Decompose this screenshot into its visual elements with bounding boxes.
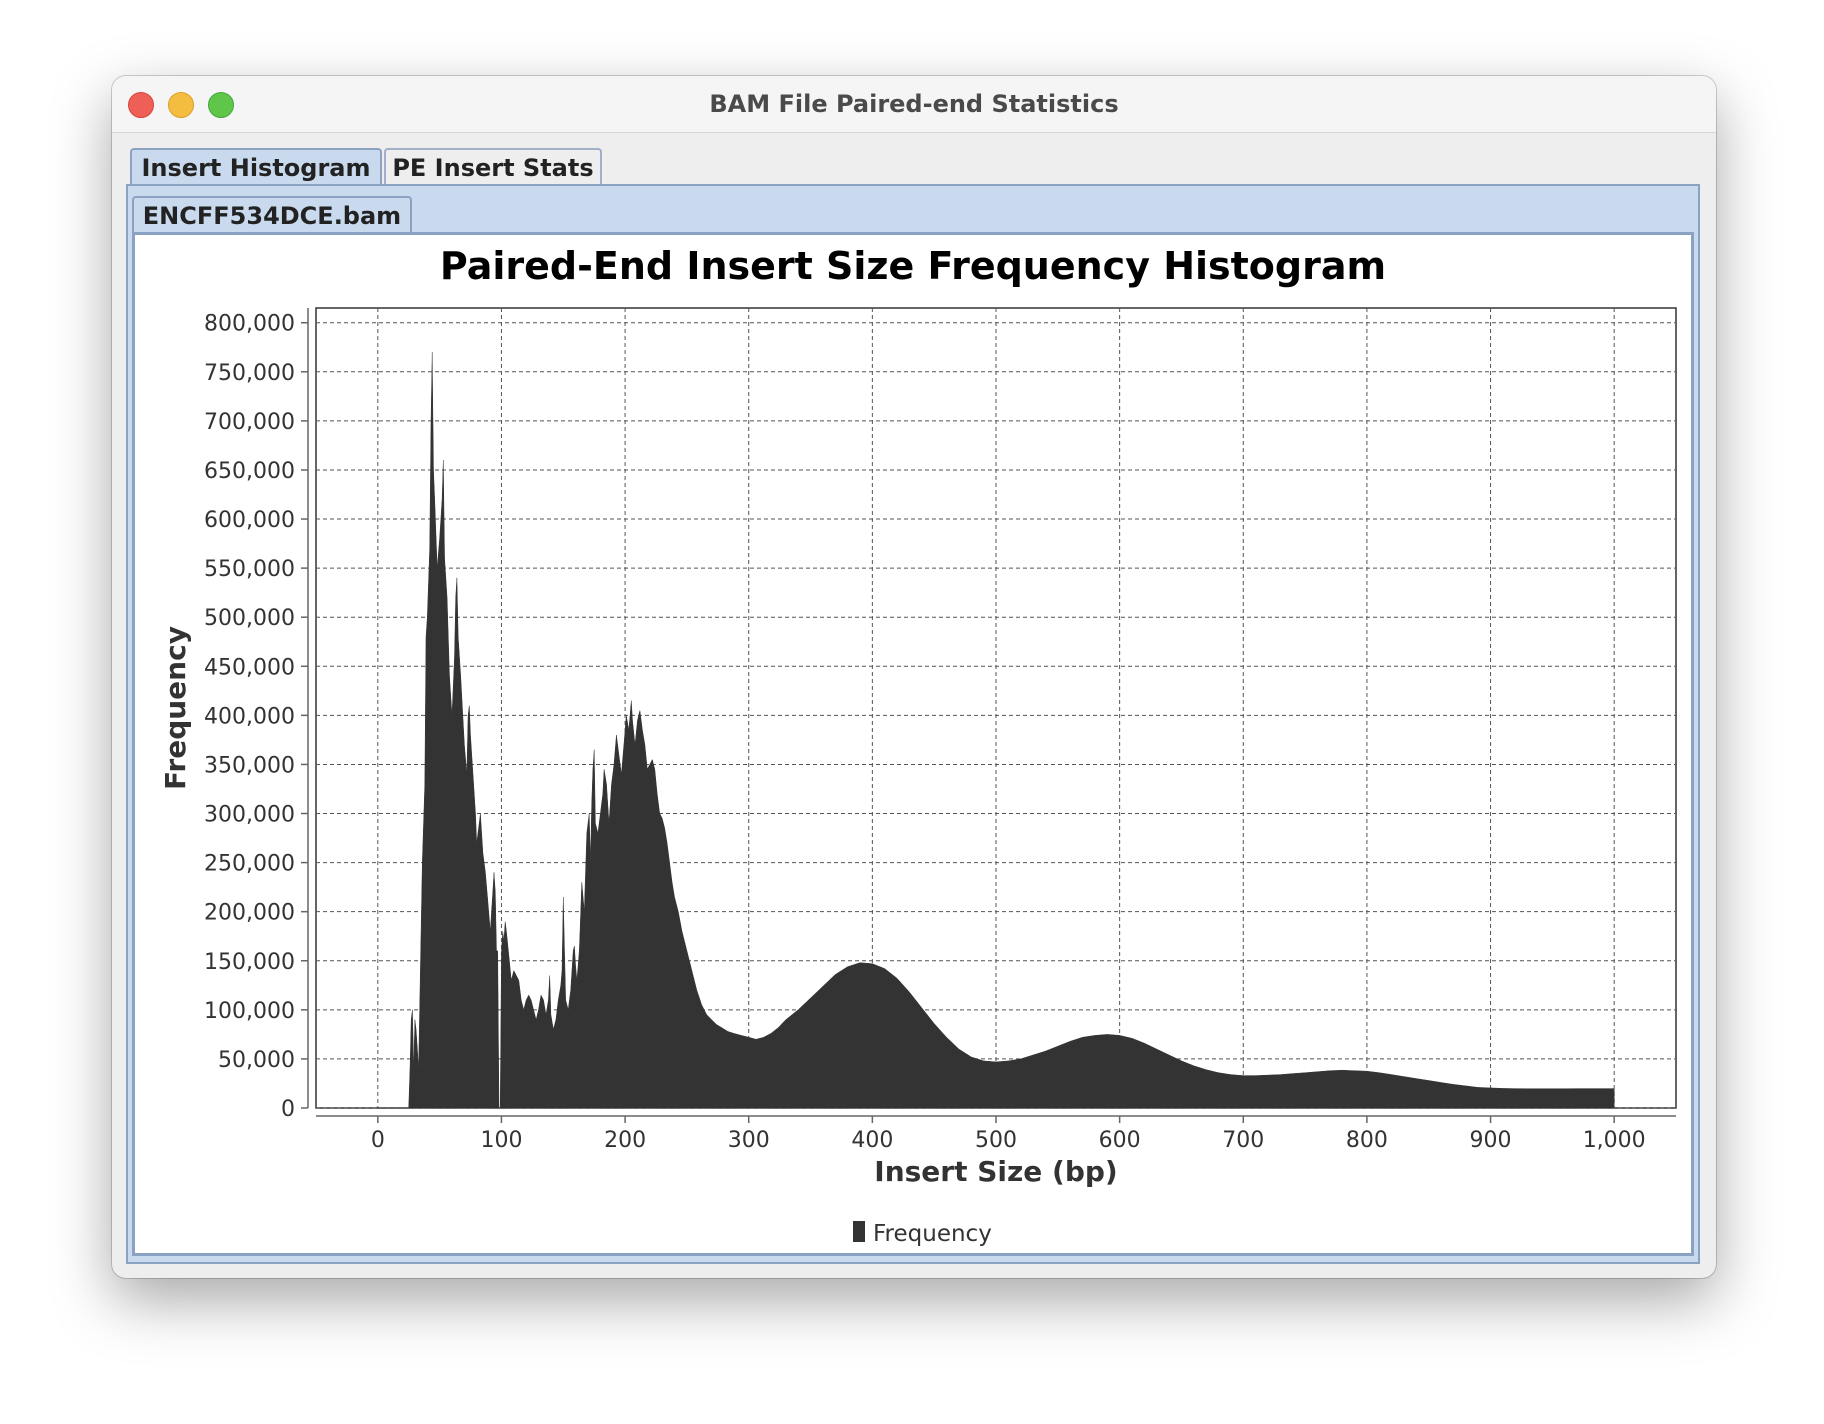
x-tick-label: 600	[1099, 1128, 1141, 1153]
y-tick-label: 500,000	[204, 606, 295, 631]
close-window-button[interactable]	[128, 92, 154, 118]
y-tick-label: 450,000	[204, 655, 295, 680]
y-axis-label: Frequency	[159, 626, 192, 790]
x-axis: 0 100 200 300 400 500 600 700 800 900 1,000	[316, 1115, 1676, 1153]
y-tick-label: 200,000	[204, 901, 295, 926]
x-tick-label: 400	[851, 1128, 893, 1153]
x-tick-label: 700	[1222, 1128, 1264, 1153]
tab-insert-histogram[interactable]: Insert Histogram	[130, 148, 382, 184]
legend: Frequency	[853, 1221, 992, 1247]
y-tick-label: 800,000	[204, 312, 295, 337]
y-tick-label: 150,000	[204, 950, 295, 975]
y-axis: 0 50,000 100,000 150,000 200,000 250,000 300,0…	[204, 308, 309, 1122]
x-tick-label: 0	[371, 1128, 385, 1153]
y-tick-label: 700,000	[204, 410, 295, 435]
legend-label: Frequency	[873, 1221, 992, 1247]
y-tick-label: 750,000	[204, 361, 295, 386]
tab-file-encff534dce[interactable]: ENCFF534DCE.bam	[132, 196, 412, 232]
chart-title: Paired-End Insert Size Frequency Histogr…	[440, 244, 1386, 288]
x-tick-label: 1,000	[1583, 1128, 1646, 1153]
x-tick-label: 900	[1470, 1128, 1512, 1153]
x-tick-label: 200	[604, 1128, 646, 1153]
y-tick-label: 50,000	[218, 1048, 295, 1073]
y-tick-label: 600,000	[204, 508, 295, 533]
y-tick-label: 400,000	[204, 704, 295, 729]
tab-pe-insert-stats[interactable]: PE Insert Stats	[384, 148, 602, 184]
maximize-window-button[interactable]	[208, 92, 234, 118]
x-tick-label: 800	[1346, 1128, 1388, 1153]
x-tick-label: 100	[480, 1128, 522, 1153]
legend-swatch	[853, 1221, 865, 1242]
app-window: BAM File Paired-end Statistics Insert Hi…	[112, 76, 1716, 1278]
y-tick-label: 650,000	[204, 459, 295, 484]
y-tick-label: 250,000	[204, 852, 295, 877]
frequency-series-area	[377, 352, 1615, 1109]
x-axis-label: Insert Size (bp)	[874, 1155, 1117, 1188]
y-tick-label: 0	[281, 1097, 295, 1122]
x-tick-label: 300	[728, 1128, 770, 1153]
y-tick-label: 550,000	[204, 557, 295, 582]
outer-tab-pane: ENCFF534DCE.bam Paired-End Insert Size F…	[126, 184, 1700, 1264]
x-tick-label: 500	[975, 1128, 1017, 1153]
y-tick-label: 100,000	[204, 999, 295, 1024]
chart-panel: Paired-End Insert Size Frequency Histogr…	[132, 232, 1694, 1256]
y-tick-label: 350,000	[204, 753, 295, 778]
histogram-chart: Paired-End Insert Size Frequency Histogr…	[159, 244, 1677, 1247]
y-tick-label: 300,000	[204, 803, 295, 828]
title-bar: BAM File Paired-end Statistics	[112, 76, 1716, 133]
minimize-window-button[interactable]	[168, 92, 194, 118]
window-title: BAM File Paired-end Statistics	[709, 90, 1119, 118]
